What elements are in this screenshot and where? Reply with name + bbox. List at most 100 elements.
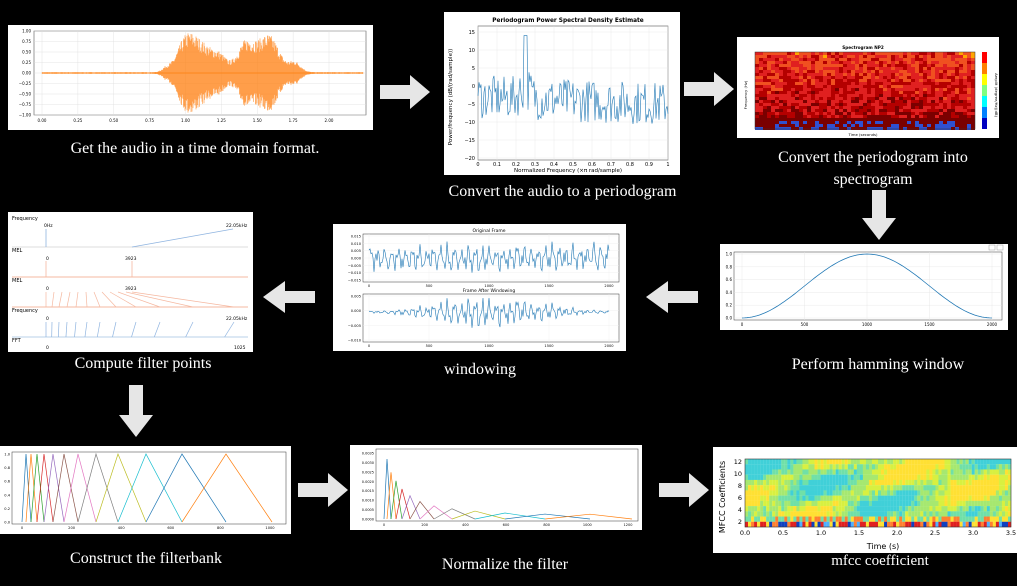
spectrogram-cell	[823, 118, 827, 121]
spectrogram-cell	[887, 115, 891, 118]
spectrogram-cell	[771, 121, 775, 124]
spectrogram-cell	[783, 58, 787, 61]
spectrogram-cell	[819, 79, 823, 82]
spectrogram-cell	[775, 91, 779, 94]
spectrogram-cell	[763, 115, 767, 118]
mfcc-cell	[838, 464, 842, 470]
mfcc-cell	[865, 485, 870, 491]
mfcc-cell	[998, 490, 1003, 496]
mfcc-ytick: 8	[738, 482, 742, 490]
mfcc-cell	[844, 474, 848, 481]
mfcc-cell	[956, 479, 960, 486]
mfcc-cell	[784, 521, 788, 528]
filterbank-panel: 1.0 0.8 0.6 0.4 0.2 0.0 0 200 400 600 800 1000	[0, 446, 291, 534]
spectrogram-cell	[887, 118, 891, 121]
mfcc-cell	[799, 506, 803, 512]
spectrogram-cell	[867, 100, 871, 103]
spectrogram-cell	[771, 64, 775, 67]
mfcc-cell	[835, 500, 839, 507]
mfcc-cell	[874, 521, 879, 528]
mfcc-cell	[947, 485, 951, 491]
mfcc-cell	[790, 495, 794, 501]
mfcc-cell	[968, 521, 972, 528]
mfcc-cell	[929, 495, 933, 501]
mel-to-hz-line	[66, 291, 71, 308]
spectrogram-cell	[943, 97, 947, 100]
mfcc-cell	[769, 479, 773, 486]
spectrogram-cell	[835, 121, 839, 124]
spectrogram-cell	[759, 109, 763, 112]
periodogram-plot: Periodogram Power Spectral Density Estim…	[448, 18, 670, 174]
mfcc-cell	[799, 464, 803, 470]
windowed-frame-xtick: 500	[426, 344, 434, 348]
mfcc-cell	[956, 485, 960, 491]
spectrogram-cell	[971, 52, 975, 55]
mfcc-cell	[941, 485, 945, 491]
mfcc-cell	[745, 474, 749, 481]
spectrogram-cell	[763, 112, 767, 115]
mfcc-cell	[893, 479, 897, 486]
mfcc-cell	[1004, 479, 1009, 486]
mfcc-cell	[757, 511, 761, 517]
mfcc-cell	[790, 511, 794, 517]
spectrogram-cell	[859, 64, 863, 67]
mfcc-cell	[820, 506, 824, 512]
mfcc-cell	[766, 506, 770, 512]
mfcc-cell	[959, 490, 963, 496]
spectrogram-cell	[875, 76, 879, 79]
mfcc-cell	[893, 521, 897, 528]
normalized-triangle	[474, 512, 546, 520]
spectrogram-cell	[859, 94, 863, 97]
spectrogram-cell	[875, 97, 879, 100]
spectrogram-cell	[835, 124, 839, 127]
spectrogram-cell	[791, 94, 795, 97]
mfcc-xtick: 1.5	[854, 529, 864, 537]
spectrogram-cell	[915, 112, 919, 115]
mfcc-cell	[977, 474, 981, 481]
spectrogram-cell	[951, 103, 955, 106]
spectrogram-cell	[919, 79, 923, 82]
original-frame-xtick: 1500	[544, 284, 554, 288]
spectrogram-cell	[935, 115, 939, 118]
mfcc-cell	[944, 474, 948, 481]
mfcc-cell	[959, 516, 963, 522]
periodogram-xtick: 0.8	[626, 162, 634, 168]
spectrogram-cell	[823, 97, 827, 100]
mfcc-cell	[887, 495, 891, 501]
spectrogram-cell	[883, 67, 887, 70]
mfcc-cell	[950, 521, 954, 528]
spectrogram-cell	[891, 124, 895, 127]
mfcc-cell	[968, 485, 972, 491]
spectrogram-cell	[847, 121, 851, 124]
mfcc-cell	[838, 459, 842, 465]
normalized-triangle	[395, 488, 411, 520]
spectrogram-cell	[919, 100, 923, 103]
mfcc-cell	[853, 459, 857, 465]
mfcc-cell	[748, 511, 752, 517]
mfcc-cell	[929, 500, 933, 507]
mfcc-cell	[956, 459, 960, 465]
spectrogram-cell	[771, 82, 775, 85]
spectrogram-cell	[875, 118, 879, 121]
spectrogram-cell	[931, 88, 935, 91]
spectrogram-cell	[823, 106, 827, 109]
mfcc-cell	[760, 469, 764, 475]
spectrogram-cell	[911, 100, 915, 103]
spectrogram-cell	[959, 124, 963, 127]
spectrogram-cell	[895, 91, 899, 94]
spectrogram-cell	[811, 100, 815, 103]
spectrogram-cell	[835, 112, 839, 115]
spectrogram-cell	[907, 127, 911, 130]
mfcc-cell	[808, 490, 812, 496]
spectrogram-cell	[843, 67, 847, 70]
spectrogram-cell	[935, 118, 939, 121]
spectrogram-cell	[963, 112, 967, 115]
mfcc-cell	[935, 479, 939, 486]
spectrogram-cell	[799, 103, 803, 106]
arrow-right-1	[380, 75, 430, 109]
mfcc-cell	[1007, 479, 1012, 486]
spectrogram-cell	[815, 88, 819, 91]
mfcc-cell	[878, 474, 882, 481]
spectrogram-cell	[963, 109, 967, 112]
spectrogram-cell	[787, 73, 791, 76]
